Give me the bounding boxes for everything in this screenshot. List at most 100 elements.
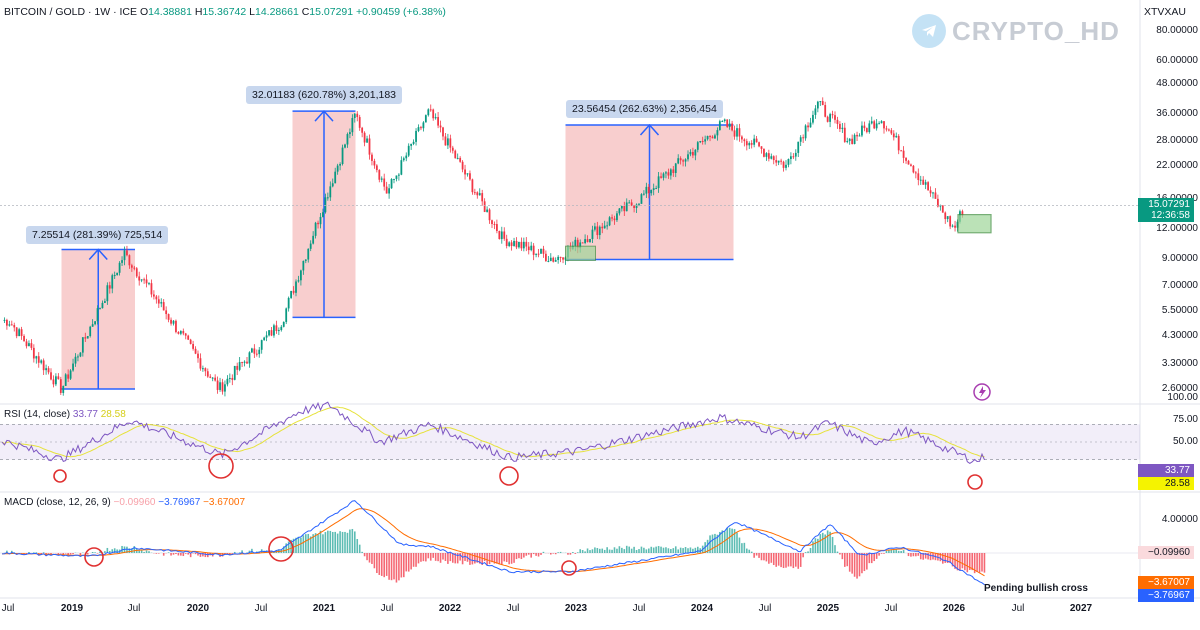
candle-body xyxy=(939,205,942,207)
candle-body xyxy=(412,141,415,144)
macd-hist-bar xyxy=(324,532,327,553)
candle-body xyxy=(669,169,672,176)
candle-body xyxy=(366,138,368,143)
measure-label-2019: 7.25514 (281.39%) 725,514 xyxy=(26,226,169,244)
candle-body xyxy=(714,135,716,139)
candle-body xyxy=(415,130,417,142)
macd-hist-bar xyxy=(868,553,871,564)
macd-hist-bar xyxy=(973,553,976,574)
high-label: H xyxy=(194,6,203,18)
candle-body xyxy=(503,231,506,239)
macd-hist-bar xyxy=(628,546,630,553)
candle-body xyxy=(628,202,631,204)
candle-body xyxy=(353,113,356,119)
macd-hist-bar xyxy=(383,553,385,578)
macd-hist-bar xyxy=(344,531,346,553)
candle-body xyxy=(486,209,488,212)
candle-body xyxy=(55,376,57,385)
candle-body xyxy=(449,138,452,148)
time-axis-tick: Jul xyxy=(1,603,15,614)
candle-body xyxy=(883,121,885,129)
candle-body xyxy=(270,330,273,336)
candle-body xyxy=(496,224,498,231)
candle-body xyxy=(246,361,248,364)
candle-body xyxy=(905,157,907,161)
macd-hist-bar xyxy=(574,553,577,554)
candle-body xyxy=(900,150,903,152)
candle-body xyxy=(184,333,187,336)
candle-body xyxy=(545,253,547,261)
macd-hist-bar xyxy=(643,547,645,553)
macd-hist-bar xyxy=(86,553,89,555)
close-value: 15.07291 xyxy=(309,6,354,18)
macd-hist-bar xyxy=(983,553,986,573)
lightning-bolt xyxy=(979,386,986,398)
time-axis-tick: 2027 xyxy=(1069,603,1093,614)
macd-hist-bar xyxy=(312,534,314,553)
candle-body xyxy=(799,137,802,142)
macd-hist-bar xyxy=(378,553,381,575)
candle-body xyxy=(336,165,339,172)
macd-hist-bar xyxy=(282,546,285,553)
candle-body xyxy=(148,283,150,285)
candle-body xyxy=(846,141,849,143)
candle-body xyxy=(3,319,6,321)
macd-hist-bar xyxy=(890,549,893,553)
candle-body xyxy=(170,319,172,324)
macd-hist-bar xyxy=(224,553,226,554)
macd-hist-bar xyxy=(420,553,422,562)
candle-body xyxy=(469,173,471,180)
candle-body xyxy=(206,371,209,377)
macd-hist-bar xyxy=(361,551,363,553)
macd-hist-bar xyxy=(422,553,425,562)
candle-body xyxy=(104,301,106,303)
candle-body xyxy=(57,376,60,380)
macd-hist-bar xyxy=(895,549,898,553)
candle-body xyxy=(150,283,153,295)
candle-body xyxy=(481,193,484,202)
macd-hist-bar xyxy=(300,537,302,553)
macd-hist-bar xyxy=(542,551,545,553)
macd-hist-bar xyxy=(91,552,94,553)
macd-hist-bar xyxy=(780,553,782,568)
close-label: C xyxy=(301,6,310,18)
rsi-ma-value: 28.58 xyxy=(100,409,126,420)
time-axis-tick: 2024 xyxy=(690,603,714,614)
candle-body xyxy=(863,125,866,129)
candle-body xyxy=(368,138,371,155)
macd-hist-bar xyxy=(621,547,623,553)
macd-hist-bar xyxy=(851,553,853,574)
macd-hist-bar xyxy=(532,553,535,555)
candle-body xyxy=(96,308,99,322)
rsi-axis-tick: 50.00 xyxy=(1172,436,1198,447)
macd-hist-bar xyxy=(493,553,496,564)
candle-body xyxy=(897,135,900,151)
candle-body xyxy=(954,225,956,228)
rsi-value: 33.77 xyxy=(72,409,98,420)
candle-body xyxy=(101,302,104,309)
candle-body xyxy=(623,205,626,212)
macd-hist-bar xyxy=(412,553,415,567)
candle-body xyxy=(870,121,873,124)
time-axis-tick: Jul xyxy=(254,603,268,614)
macd-hist-bar xyxy=(971,553,973,571)
candle-body xyxy=(522,241,525,249)
candle-body xyxy=(260,340,263,350)
candle-body xyxy=(439,125,442,128)
candle-body xyxy=(922,179,925,185)
macd-hist-bar xyxy=(870,553,873,564)
candle-body xyxy=(410,143,413,146)
macd-hist-bar xyxy=(873,553,875,562)
macd-hist-bar xyxy=(875,553,878,559)
candle-body xyxy=(99,308,101,310)
rsi-circle-marker xyxy=(967,474,983,490)
macd-hist-bar xyxy=(782,553,785,569)
macd-hist-bar xyxy=(40,553,42,555)
macd-hist-bar xyxy=(515,553,518,560)
macd-hist-bar xyxy=(273,552,275,553)
candle-body xyxy=(611,217,613,219)
macd-hist-bar xyxy=(233,551,236,553)
candle-body xyxy=(398,174,400,176)
macd-hist-bar xyxy=(226,553,229,554)
